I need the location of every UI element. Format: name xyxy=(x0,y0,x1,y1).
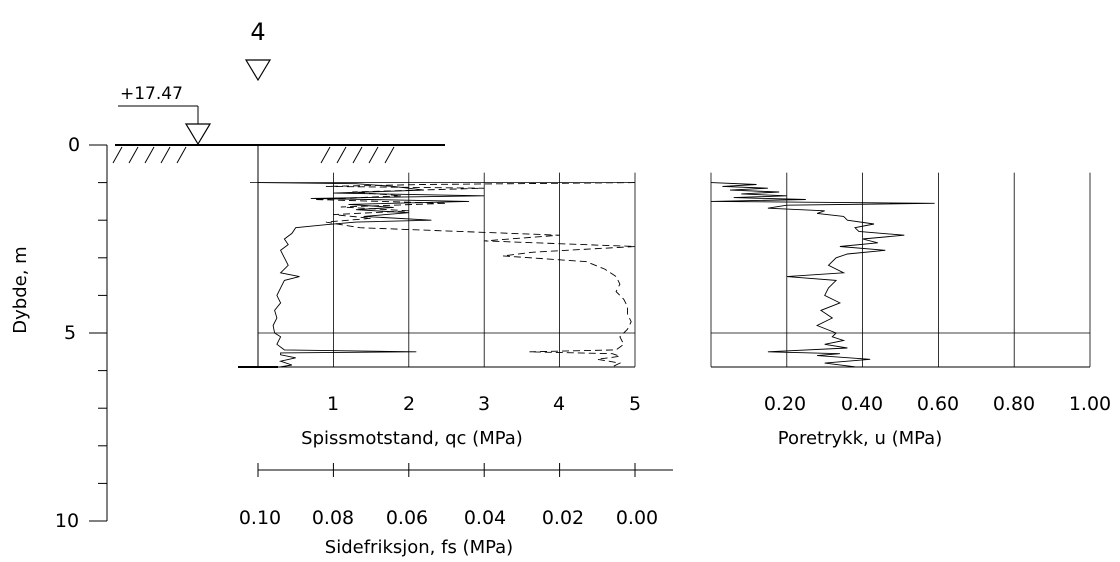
ground-level-triangle-icon xyxy=(184,123,212,146)
u-trace xyxy=(710,182,935,368)
fs-axis-label: Sidefriksjon, fs (MPa) xyxy=(325,537,513,558)
depth-axis-ticks xyxy=(89,144,107,522)
u-gridlines xyxy=(710,172,1091,367)
u-tick-label-2: 0.60 xyxy=(917,393,959,415)
qc-tick-label-5: 5 xyxy=(629,393,641,415)
qc-fs-traces xyxy=(257,182,636,368)
qc-series-line xyxy=(257,182,485,368)
u-tick-label-1: 0.40 xyxy=(841,393,883,415)
pore-pressure-panel: 0.20 0.40 0.60 0.80 1.00 Poretrykk, u (M… xyxy=(710,172,1111,449)
u-tick-label-0: 0.20 xyxy=(764,393,806,415)
ground-level-elevation: +17.47 xyxy=(120,84,183,104)
u-tick-label-3: 0.80 xyxy=(993,393,1035,415)
qc-axis-label: Spissmotstand, qc (MPa) xyxy=(301,428,523,449)
qc-tick-label-1: 1 xyxy=(327,393,339,415)
qc-tick-label-3: 3 xyxy=(478,393,490,415)
u-tick-label-4: 1.00 xyxy=(1069,393,1111,415)
fs-tick-label-5: 0.00 xyxy=(616,507,658,529)
fs-axis-ticks xyxy=(257,463,636,477)
fs-series-line xyxy=(314,182,636,368)
groundwater-triangle-icon xyxy=(244,59,272,82)
u-axis-label: Poretrykk, u (MPa) xyxy=(778,428,943,449)
fs-tick-label-2: 0.06 xyxy=(386,507,428,529)
depth-tick-label-0: 0 xyxy=(68,134,80,156)
fs-tick-label-1: 0.08 xyxy=(312,507,354,529)
depth-axis: 0 5 10 Dybde, m xyxy=(10,134,108,532)
qc-tick-label-4: 4 xyxy=(553,393,565,415)
u-series-line xyxy=(710,182,935,368)
depth-axis-label: Dybde, m xyxy=(10,246,31,333)
fs-tick-label-4: 0.02 xyxy=(542,507,584,529)
fs-tick-label-0: 0.10 xyxy=(239,507,281,529)
terrain-hatching xyxy=(112,146,395,164)
qc-tick-label-2: 2 xyxy=(403,393,415,415)
depth-tick-label-10: 10 xyxy=(55,510,79,532)
fs-tick-label-3: 0.04 xyxy=(464,507,506,529)
borehole-number: 4 xyxy=(250,18,265,46)
depth-tick-label-5: 5 xyxy=(64,322,76,344)
cone-resistance-panel: 1 2 3 4 5 Spissmotstand, qc (MPa) 0.10 0… xyxy=(239,172,673,558)
